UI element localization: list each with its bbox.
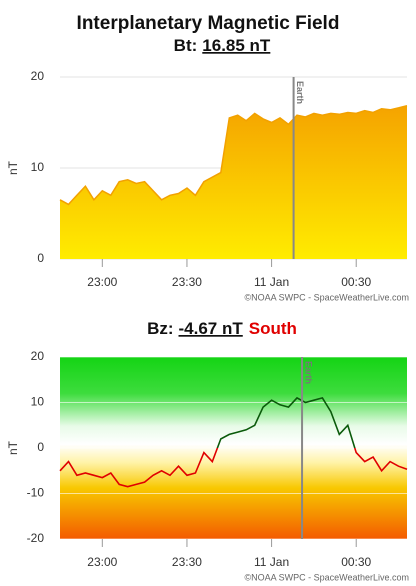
y-tick-label: 0 xyxy=(37,251,44,265)
x-tick-label: 23:00 xyxy=(87,555,117,569)
x-tick-label: 11 Jan xyxy=(254,555,289,569)
y-tick-label: -10 xyxy=(27,486,45,500)
y-tick-label: 20 xyxy=(31,349,45,363)
y-axis-label: nT xyxy=(6,440,20,455)
earth-label: Earth xyxy=(295,81,305,104)
readout: Bt: 16.85 nT xyxy=(174,36,271,55)
readout-value: 16.85 nT xyxy=(202,36,271,55)
x-tick-label: 00:30 xyxy=(341,275,371,289)
readout-direction: South xyxy=(249,319,297,338)
y-tick-label: 0 xyxy=(37,440,44,454)
x-tick-label: 00:30 xyxy=(341,555,371,569)
y-tick-label: 10 xyxy=(31,395,45,409)
chart-title: Interplanetary Magnetic Field xyxy=(77,13,340,34)
line xyxy=(59,396,408,488)
x-tick-label: 23:30 xyxy=(172,555,202,569)
readout: Bz: -4.67 nT South xyxy=(147,319,297,338)
area xyxy=(60,105,407,259)
readout-label: Bt: xyxy=(174,36,198,55)
x-tick-label: 23:00 xyxy=(87,275,117,289)
credit: ©NOAA SWPC - SpaceWeatherLive.com xyxy=(244,572,409,582)
readout-label: Bz: xyxy=(147,319,173,338)
credit: ©NOAA SWPC - SpaceWeatherLive.com xyxy=(244,292,409,302)
x-tick-label: 23:30 xyxy=(172,275,202,289)
earth-label: Earth xyxy=(304,361,314,384)
y-tick-label: 20 xyxy=(31,69,45,83)
y-tick-label: -20 xyxy=(27,531,45,545)
readout-value: -4.67 nT xyxy=(179,319,244,338)
y-tick-label: 10 xyxy=(31,160,45,174)
x-tick-label: 11 Jan xyxy=(254,275,289,289)
y-axis-label: nT xyxy=(6,160,20,175)
line xyxy=(59,104,408,206)
